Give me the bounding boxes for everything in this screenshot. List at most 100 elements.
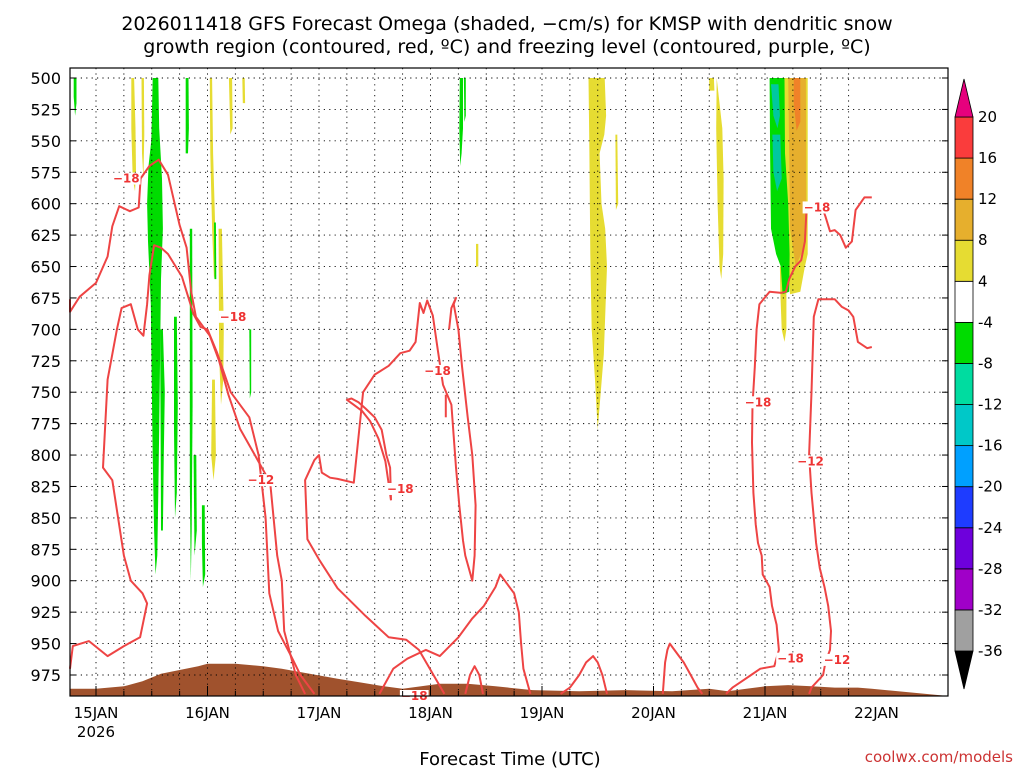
y-tick-label: 600 [30,195,61,214]
contour-label: −18 [777,652,804,666]
contour-label-bg [822,653,852,666]
dgz-contour--18-9 [725,196,872,695]
x-tick-label: 20JAN [631,704,676,722]
omega-region-12-16-0 [793,78,801,131]
omega-region--8--4-3 [174,316,178,518]
omega-region-4-8-4 [211,379,216,481]
omega-region-4-8-8 [588,78,607,430]
colorbar-tick-label: -28 [978,560,1003,578]
y-tick-label: 500 [30,69,61,88]
contour-label-bg [796,455,825,468]
omega-region--8--4-4 [185,78,189,154]
y-tick-label: 575 [30,163,61,182]
colorbar-segment [954,157,974,200]
contour-label: −18 [220,310,247,324]
contour-label-bg [385,482,415,495]
omega-region-4-8-5 [228,78,233,135]
dgz-contour--18-8 [661,642,704,695]
x-tick-label: 18JAN [408,704,453,722]
terrain-fill [70,663,948,696]
contour-label: −18 [804,200,831,214]
colorbar-segment [954,116,974,159]
colorbar-tick-label: -20 [978,478,1003,496]
colorbar-segment [954,445,974,488]
colorbar-segment [954,280,974,323]
y-tick-label: 775 [30,415,61,434]
colorbar-segment [954,568,974,611]
colorbar-end-low [954,650,974,690]
plot-frame [69,67,949,697]
dgz-contour--18-7 [560,655,608,695]
x-tick-label: 17JAN [297,704,342,722]
colorbar-tick-label: -36 [978,642,1003,660]
omega-region-4-8-1 [141,78,145,179]
dgz-contours [69,158,873,695]
omega-region--8--4-12 [769,78,790,295]
contour-label: −18 [387,482,414,496]
y-axis: 500 525 550 575 600 625 650 675 700 725 750 775 800 8… [30,69,948,685]
grid [70,68,948,696]
omega-region-4-8-7 [476,243,479,267]
colorbar-tick-label: 4 [978,272,988,290]
omega-shading [73,78,808,587]
contour-label-bg [802,201,832,214]
contour-label: −12 [824,653,851,667]
colorbar-segment [954,239,974,282]
x-tick-label: 16JAN [185,704,230,722]
omega-region-4-8-10 [709,78,715,91]
y-tick-label: 875 [30,540,61,559]
colorbar-tick-label: 20 [978,108,997,126]
y-tick-label: 725 [30,352,61,371]
y-tick-label: 825 [30,477,61,496]
y-tick-label: 525 [30,100,61,119]
omega-region--12--8-1 [772,134,782,192]
x-tick-label: 21JAN [743,704,788,722]
x-tick-label: 22JAN [854,704,899,722]
y-tick-label: 675 [30,289,61,308]
contour-label-bg [423,364,452,377]
contour-label-bg [246,474,276,487]
y-tick-label: 975 [30,666,61,685]
colorbar-segment [954,404,974,447]
omega-region--8--4-10 [459,78,463,166]
y-tick-label: 700 [30,320,61,339]
y-tick-label: 900 [30,572,61,591]
omega-region-4-8-0 [131,78,136,192]
colorbar-tick-label: 12 [978,190,997,208]
dgz-contour--18-1 [69,244,316,695]
contour-label: −18 [745,395,772,409]
y-tick-label: 650 [30,258,61,277]
contour-label-bg [218,310,248,323]
y-tick-label: 850 [30,509,61,528]
contour-label-bg [776,652,805,665]
contour-label: −18 [113,172,140,186]
omega-region--8--4-2 [160,329,165,531]
colorbar: -36 -32 -28 -24 -20 -16 -12 -8 -4 4 8 12 16 20 [954,78,1003,690]
colorbar-segment [954,198,974,241]
contour-label-bg [111,172,141,185]
contour-label: −18 [424,364,451,378]
colorbar-tick-label: 8 [978,231,988,249]
colorbar-tick-label: -8 [978,354,993,372]
omega-region--8--4-5 [189,228,193,581]
y-tick-label: 750 [30,383,61,402]
colorbar-end-high [954,78,974,118]
colorbar-segment [954,321,974,364]
y-tick-label: 925 [30,603,61,622]
omega-region--8--4-7 [201,505,206,587]
omega-region--8--4-1 [147,78,163,575]
colorbar-segment [954,363,974,405]
dgz-contour--18-3 [378,573,532,695]
dgz-contour--18-2 [304,296,477,695]
colorbar-tick-label: -32 [978,601,1003,619]
credit-text: coolwx.com/models [865,748,1013,766]
y-tick-label: 550 [30,132,61,151]
x-tick-label: 15JAN [74,704,119,722]
omega-region--12--8-0 [771,84,780,129]
contour-label-bg [743,396,773,409]
dgz-contour--18-6 [464,665,484,695]
colorbar-segment [954,527,974,570]
y-tick-label: 625 [30,226,61,245]
